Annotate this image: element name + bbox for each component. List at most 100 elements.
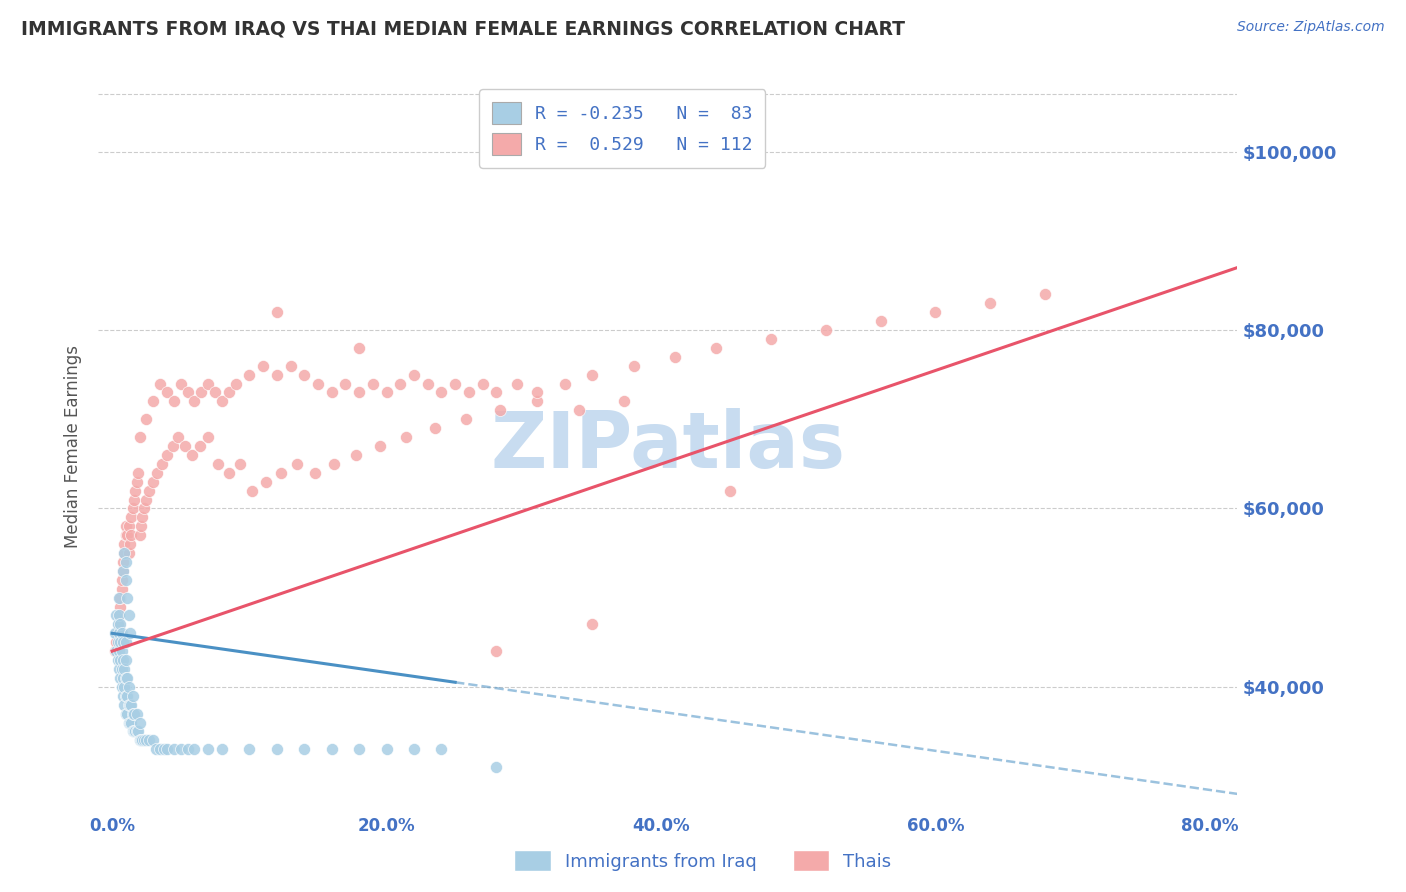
Point: [146, 466, 169, 480]
Point: [120, 698, 142, 712]
Point: [197, 376, 219, 391]
Point: [115, 528, 138, 542]
Point: [105, 635, 128, 649]
Point: [114, 680, 136, 694]
Point: [108, 617, 131, 632]
Point: [111, 680, 134, 694]
Point: [115, 689, 138, 703]
Point: [135, 492, 157, 507]
Point: [759, 332, 782, 346]
Point: [252, 359, 274, 373]
Point: [266, 368, 288, 382]
Point: [112, 564, 135, 578]
Point: [111, 644, 134, 658]
Point: [114, 662, 136, 676]
Point: [361, 376, 384, 391]
Point: [120, 528, 142, 542]
Point: [163, 742, 186, 756]
Point: [156, 742, 179, 756]
Point: [321, 742, 343, 756]
Point: [218, 466, 240, 480]
Point: [240, 483, 263, 498]
Point: [814, 323, 837, 337]
Point: [112, 653, 135, 667]
Point: [110, 635, 132, 649]
Point: [402, 368, 425, 382]
Text: ZIPatlas: ZIPatlas: [491, 408, 845, 484]
Point: [118, 537, 141, 551]
Point: [110, 591, 132, 605]
Point: [131, 510, 153, 524]
Point: [108, 644, 131, 658]
Point: [375, 742, 398, 756]
Point: [111, 662, 134, 676]
Point: [125, 706, 148, 721]
Point: [135, 412, 157, 426]
Point: [114, 546, 136, 560]
Point: [115, 689, 138, 703]
Point: [112, 635, 135, 649]
Point: [145, 742, 167, 756]
Point: [211, 742, 233, 756]
Point: [389, 376, 412, 391]
Point: [124, 724, 146, 739]
Point: [471, 376, 494, 391]
Point: [108, 626, 131, 640]
Point: [347, 341, 370, 355]
Legend: R = -0.235   N =  83, R =  0.529   N = 112: R = -0.235 N = 83, R = 0.529 N = 112: [479, 89, 765, 168]
Point: [108, 608, 131, 623]
Point: [131, 733, 153, 747]
Point: [321, 385, 343, 400]
Y-axis label: Median Female Earnings: Median Female Earnings: [65, 344, 83, 548]
Point: [118, 626, 141, 640]
Point: [456, 412, 478, 426]
Point: [129, 519, 152, 533]
Point: [266, 742, 288, 756]
Point: [335, 376, 357, 391]
Point: [111, 582, 134, 596]
Point: [128, 733, 150, 747]
Point: [218, 385, 240, 400]
Point: [423, 421, 446, 435]
Point: [114, 546, 136, 560]
Point: [149, 742, 172, 756]
Point: [128, 430, 150, 444]
Point: [613, 394, 636, 409]
Point: [117, 698, 139, 712]
Point: [117, 608, 139, 623]
Point: [107, 653, 129, 667]
Point: [979, 296, 1001, 310]
Point: [115, 671, 138, 685]
Point: [526, 385, 548, 400]
Point: [197, 430, 219, 444]
Point: [115, 671, 138, 685]
Point: [108, 662, 131, 676]
Point: [111, 626, 134, 640]
Point: [107, 626, 129, 640]
Point: [153, 742, 176, 756]
Point: [416, 376, 439, 391]
Point: [132, 501, 155, 516]
Point: [110, 599, 132, 614]
Point: [132, 733, 155, 747]
Point: [149, 376, 172, 391]
Point: [457, 385, 479, 400]
Point: [211, 394, 233, 409]
Point: [375, 385, 398, 400]
Point: [869, 314, 891, 328]
Point: [121, 724, 143, 739]
Point: [568, 403, 591, 417]
Point: [347, 742, 370, 756]
Point: [623, 359, 645, 373]
Point: [115, 706, 138, 721]
Point: [128, 528, 150, 542]
Point: [581, 617, 603, 632]
Point: [135, 733, 157, 747]
Point: [526, 394, 548, 409]
Point: [142, 733, 165, 747]
Point: [344, 448, 367, 462]
Legend: Immigrants from Iraq, Thais: Immigrants from Iraq, Thais: [508, 843, 898, 879]
Point: [125, 724, 148, 739]
Point: [554, 376, 576, 391]
Point: [127, 724, 149, 739]
